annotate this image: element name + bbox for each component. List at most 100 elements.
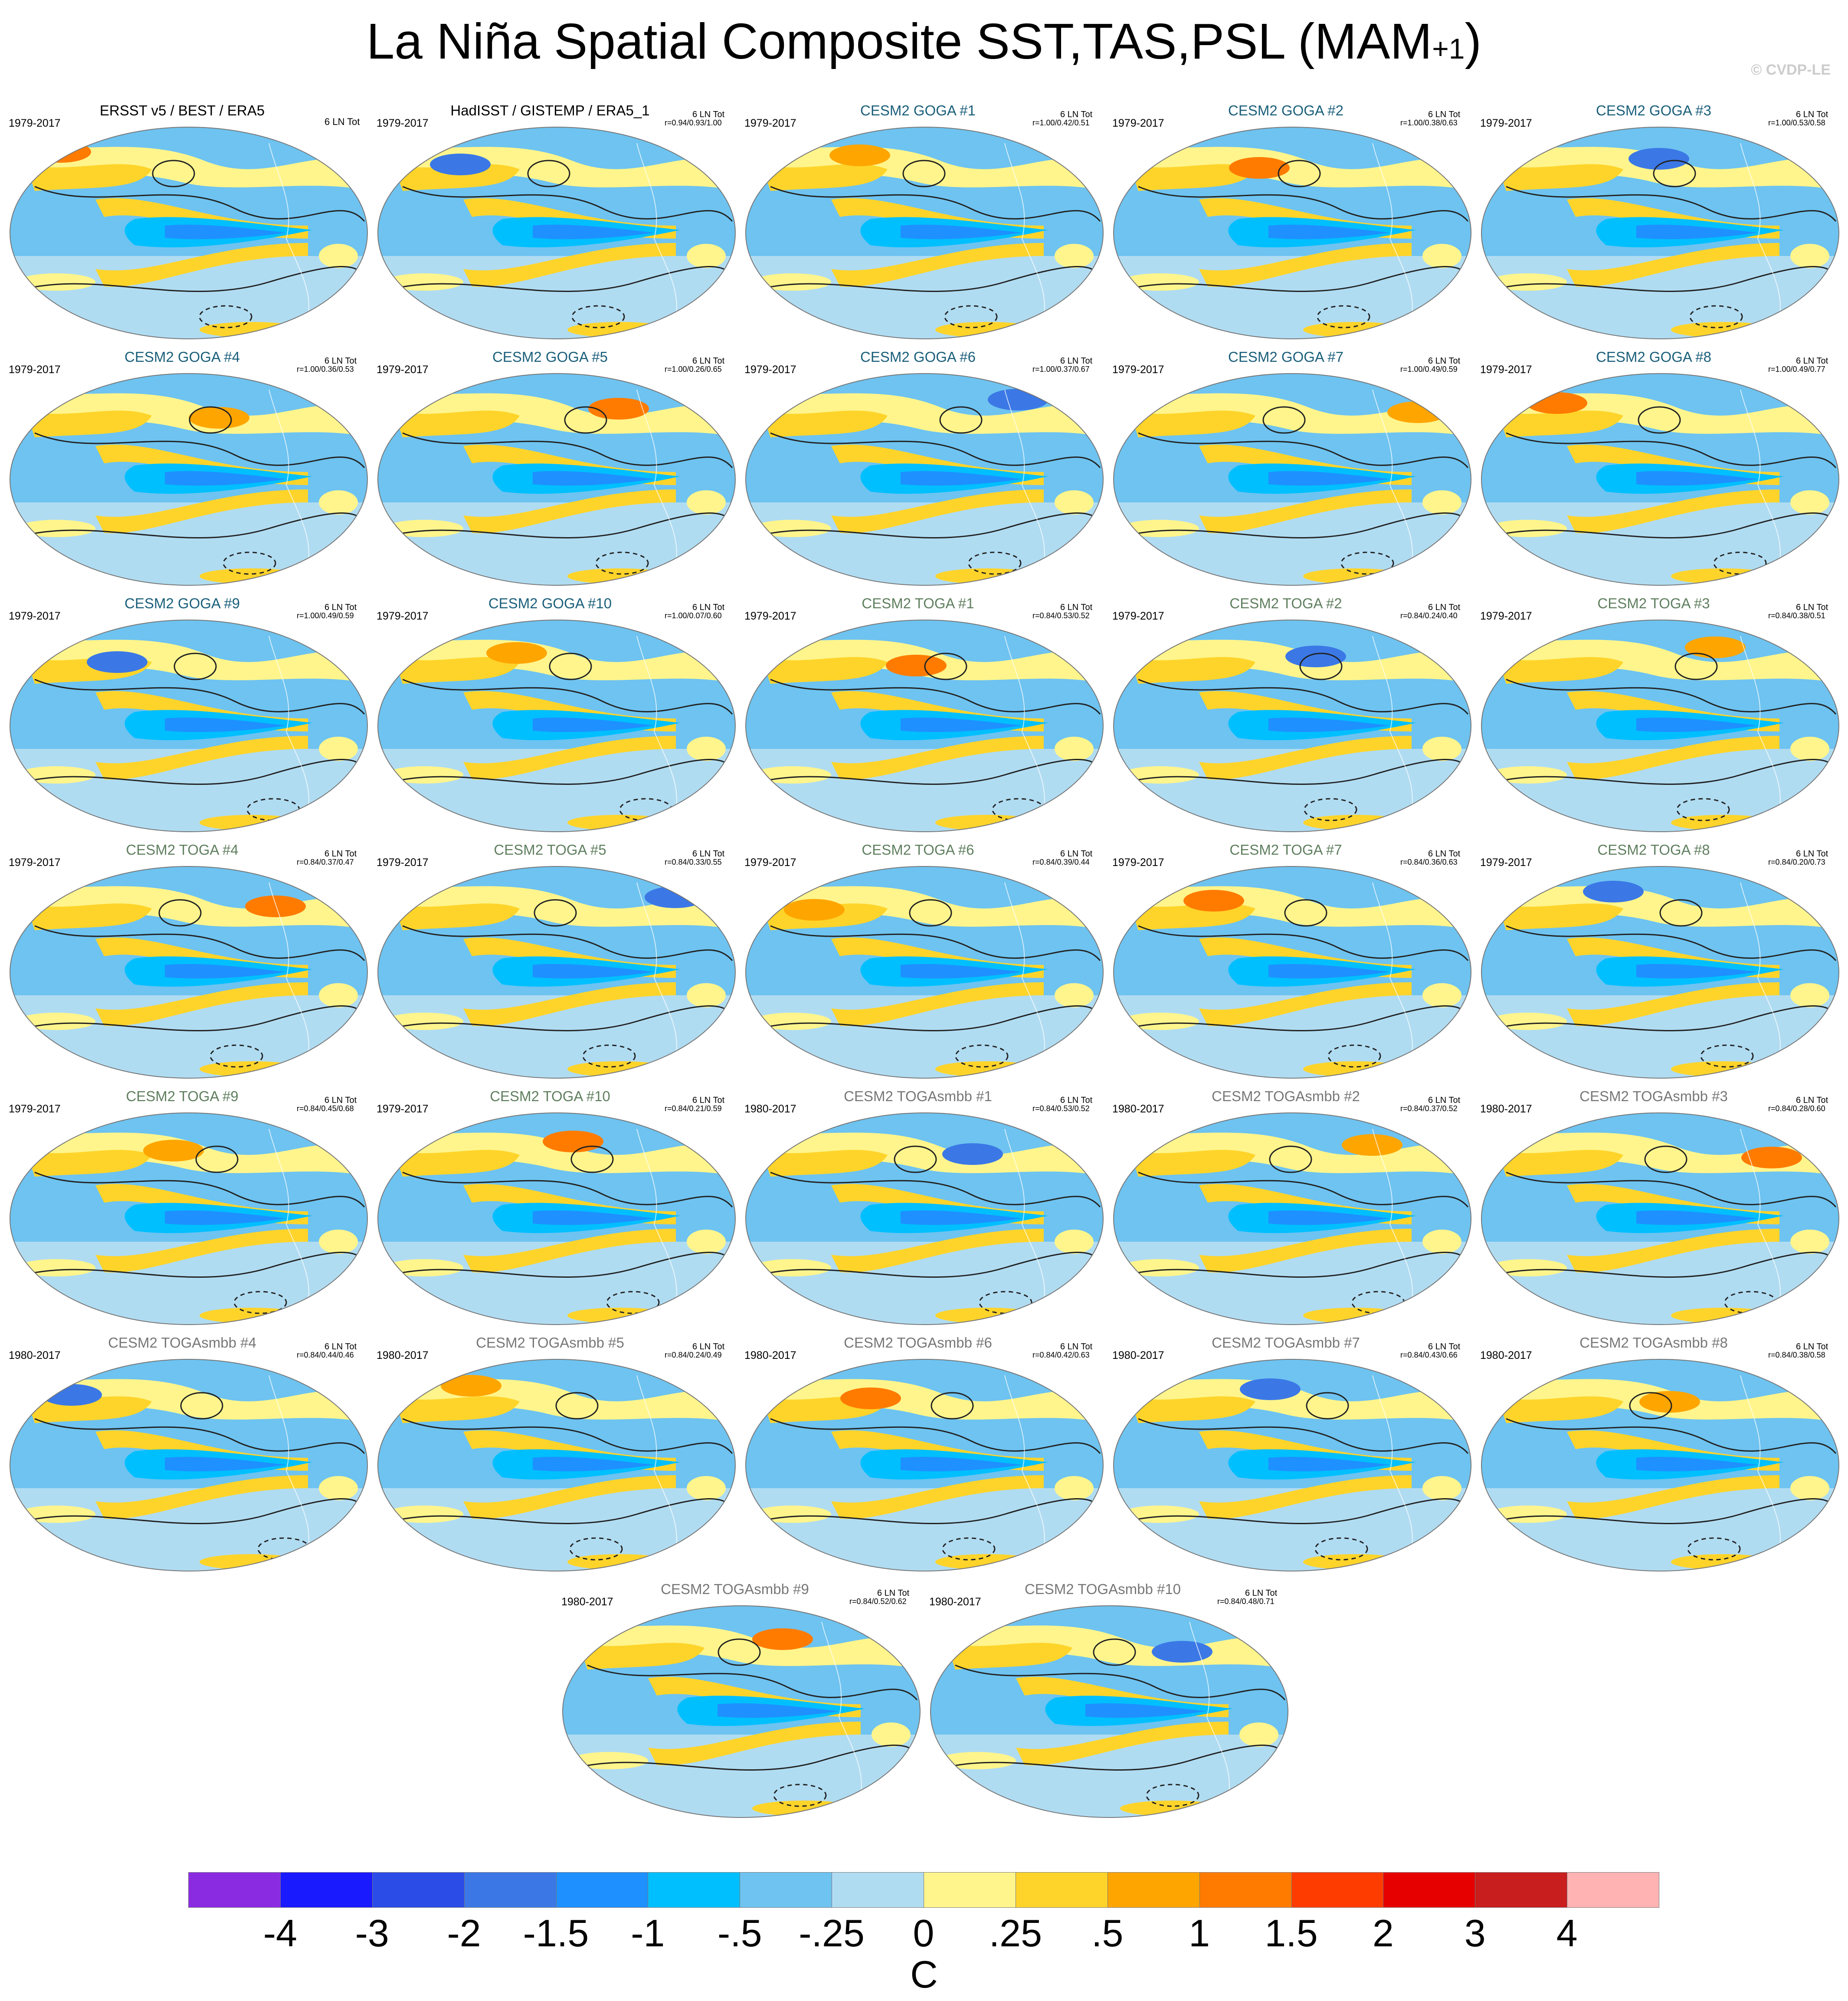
panel-period: 1979-2017 <box>377 856 429 869</box>
panel-event-count: 6 LN Tot <box>1428 603 1461 612</box>
colorbar-tick-label: 1 <box>1189 1912 1210 1955</box>
colorbar-box <box>1291 1872 1384 1908</box>
panel-title: CESM2 TOGAsmbb #6 <box>844 1335 992 1351</box>
colorbar-tick-label: .5 <box>1091 1912 1124 1955</box>
panel-event-count: 6 LN Tot <box>1060 849 1093 859</box>
panel-title: CESM2 TOGA #4 <box>126 842 239 858</box>
map-panel: CESM2 TOGA #4 1979-2017 6 LN Tot r=0.84/0.3… <box>4 842 373 1081</box>
panel-pattern-correlation: r=0.84/0.42/0.63 <box>1032 1351 1090 1359</box>
panel-period: 1980-2017 <box>9 1349 61 1361</box>
panel-period: 1979-2017 <box>1112 856 1164 869</box>
panel-event-count: 6 LN Tot <box>692 1342 725 1351</box>
panel-period: 1979-2017 <box>744 364 796 376</box>
panel-event-count: 6 LN Tot <box>1060 1096 1093 1105</box>
colorbar-tick-label: .25 <box>989 1912 1042 1955</box>
colorbar-box <box>188 1872 281 1908</box>
colorbar-tick-label: 1.5 <box>1265 1912 1318 1955</box>
panel-event-count: 6 LN Tot <box>1428 356 1461 366</box>
panel-pattern-correlation: r=0.84/0.24/0.40 <box>1400 611 1458 620</box>
panel-title: CESM2 GOGA #9 <box>125 595 240 611</box>
panel-title: CESM2 TOGAsmbb #5 <box>476 1335 624 1351</box>
colorbar-box <box>740 1872 832 1908</box>
panel-pattern-correlation: r=0.84/0.21/0.59 <box>665 1104 722 1113</box>
panel-event-count: 6 LN Tot <box>692 849 725 859</box>
map-panel: CESM2 TOGAsmbb #7 1980-2017 6 LN Tot r=0.84… <box>1108 1335 1477 1574</box>
global-map <box>1113 373 1471 586</box>
panel-title: CESM2 GOGA #10 <box>488 595 612 611</box>
global-map <box>745 866 1104 1079</box>
colorbar-tick-label: 2 <box>1372 1912 1394 1955</box>
colorbar-box <box>1107 1872 1200 1908</box>
global-map <box>1113 1112 1471 1325</box>
map-panel: CESM2 TOGAsmbb #2 1980-2017 6 LN Tot r=0.84… <box>1108 1088 1477 1328</box>
global-map <box>377 1112 736 1325</box>
colorbar-box <box>1015 1872 1108 1908</box>
panel-event-count: 6 LN Tot <box>1428 1342 1461 1351</box>
panel-pattern-correlation: r=0.84/0.37/0.47 <box>297 858 354 866</box>
map-panel: CESM2 TOGAsmbb #1 1980-2017 6 LN Tot r=0.84… <box>740 1088 1109 1328</box>
panel-pattern-correlation: r=0.84/0.37/0.52 <box>1400 1104 1458 1113</box>
panel-period: 1980-2017 <box>561 1596 613 1608</box>
global-map <box>745 127 1104 339</box>
panel-pattern-correlation: r=1.00/0.37/0.67 <box>1032 365 1090 374</box>
panel-pattern-correlation: r=0.84/0.38/0.58 <box>1768 1351 1825 1359</box>
panel-event-count: 6 LN Tot <box>1060 1342 1093 1351</box>
panel-pattern-correlation: r=0.84/0.33/0.55 <box>665 858 722 866</box>
panel-period: 1980-2017 <box>377 1349 429 1361</box>
map-panel: CESM2 GOGA #3 1979-2017 6 LN Tot r=1.00/0.5… <box>1476 102 1845 342</box>
panel-event-count: 6 LN Tot <box>324 1096 357 1105</box>
panel-title: CESM2 TOGAsmbb #1 <box>844 1088 992 1104</box>
panel-title: CESM2 TOGA #3 <box>1597 595 1710 611</box>
colorbar-box <box>1475 1872 1568 1908</box>
panel-period: 1979-2017 <box>1112 117 1164 129</box>
panel-event-count: 6 LN Tot <box>324 603 357 612</box>
panel-pattern-correlation: r=0.84/0.36/0.63 <box>1400 858 1458 866</box>
panel-event-count: 6 LN Tot <box>1060 603 1093 612</box>
colorbar-tick-label: 4 <box>1556 1912 1578 1955</box>
global-map <box>1113 866 1471 1079</box>
panel-pattern-correlation: r=0.84/0.39/0.44 <box>1032 858 1090 866</box>
panel-pattern-correlation: r=1.00/0.53/0.58 <box>1768 118 1825 127</box>
panel-pattern-correlation: r=0.84/0.53/0.52 <box>1032 611 1090 620</box>
global-map <box>1481 127 1839 339</box>
panel-period: 1979-2017 <box>9 1103 61 1115</box>
panel-event-count: 6 LN Tot <box>1796 1096 1828 1105</box>
watermark: © CVDP-LE <box>1751 62 1831 78</box>
panel-period: 1979-2017 <box>377 610 429 622</box>
panel-period: 1979-2017 <box>744 117 796 129</box>
panel-event-count: 6 LN Tot <box>692 1096 725 1105</box>
panel-title: CESM2 TOGAsmbb #3 <box>1579 1088 1728 1104</box>
panel-pattern-correlation: r=1.00/0.49/0.59 <box>1400 365 1458 374</box>
panel-period: 1979-2017 <box>744 610 796 622</box>
panel-period: 1979-2017 <box>9 610 61 622</box>
map-panel: CESM2 TOGAsmbb #10 1980-2017 6 LN Tot r=0.8… <box>925 1581 1294 1821</box>
panel-event-count: 6 LN Tot <box>324 116 360 127</box>
page-title: La Niña Spatial Composite SST,TAS,PSL (M… <box>366 13 1482 69</box>
global-map <box>1481 866 1839 1079</box>
panel-pattern-correlation: r=0.84/0.43/0.66 <box>1400 1351 1458 1359</box>
map-panel: CESM2 TOGAsmbb #9 1980-2017 6 LN Tot r=0.84… <box>557 1581 926 1821</box>
panel-title: CESM2 GOGA #7 <box>1228 349 1343 365</box>
panel-title: CESM2 TOGA #10 <box>490 1088 610 1104</box>
global-map <box>1481 1112 1839 1325</box>
global-map <box>1113 1359 1471 1571</box>
global-map <box>1113 127 1471 339</box>
panel-event-count: 6 LN Tot <box>1796 849 1828 859</box>
panel-title: CESM2 GOGA #1 <box>860 102 976 118</box>
colorbar <box>188 1872 1659 1908</box>
panel-pattern-correlation: r=0.84/0.45/0.68 <box>297 1104 354 1113</box>
panel-pattern-correlation: r=1.00/0.26/0.65 <box>665 365 722 374</box>
colorbar-box <box>832 1872 924 1908</box>
panel-pattern-correlation: r=0.84/0.48/0.71 <box>1217 1597 1275 1606</box>
map-panel: CESM2 TOGA #3 1979-2017 6 LN Tot r=0.84/0.3… <box>1476 595 1845 835</box>
global-map <box>377 620 736 832</box>
map-panel: CESM2 GOGA #6 1979-2017 6 LN Tot r=1.00/0.3… <box>740 349 1109 588</box>
panel-pattern-correlation: r=0.84/0.44/0.46 <box>297 1351 354 1359</box>
panel-period: 1979-2017 <box>744 856 796 869</box>
colorbar-box <box>556 1872 649 1908</box>
panel-event-count: 6 LN Tot <box>692 603 725 612</box>
map-panel: CESM2 GOGA #2 1979-2017 6 LN Tot r=1.00/0.3… <box>1108 102 1477 342</box>
panel-pattern-correlation: r=1.00/0.42/0.51 <box>1032 118 1090 127</box>
panel-period: 1980-2017 <box>1112 1103 1164 1115</box>
map-panel: CESM2 TOGA #7 1979-2017 6 LN Tot r=0.84/0.3… <box>1108 842 1477 1081</box>
